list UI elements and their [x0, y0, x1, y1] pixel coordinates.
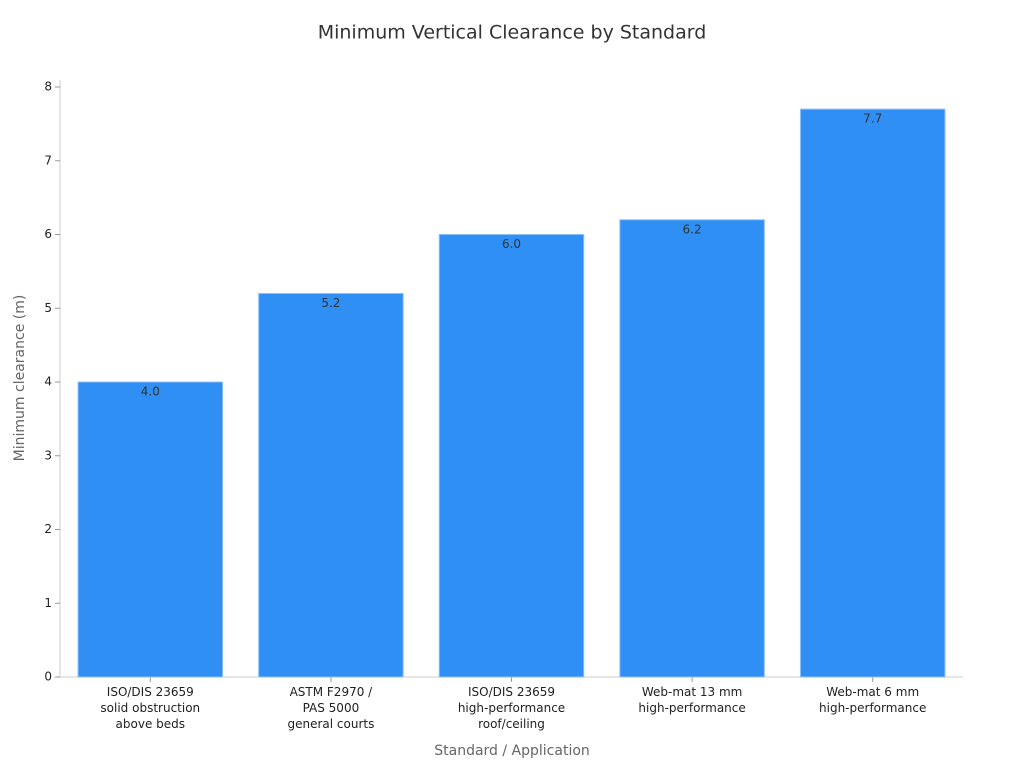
y-tick-label: 7 — [44, 153, 52, 167]
y-tick-label: 4 — [44, 375, 52, 389]
x-tick-label: ASTM F2970 /PAS 5000 general courts — [287, 685, 374, 731]
bar — [799, 108, 946, 678]
bar — [258, 293, 404, 678]
y-tick-label: 5 — [44, 301, 52, 315]
bar — [438, 234, 585, 678]
value-label: 6.2 — [683, 222, 702, 236]
chart-title: Minimum Vertical Clearance by Standard — [318, 22, 707, 44]
x-tick-label: Web-mat 13 mm high-performance — [638, 685, 745, 715]
x-tick-label: ISO/DIS 23659 high-performance roof/ceilin… — [458, 685, 565, 731]
bar — [77, 381, 224, 678]
value-label: 7.7 — [863, 112, 882, 126]
value-label: 6.0 — [502, 237, 521, 251]
y-tick-label: 2 — [44, 522, 52, 536]
y-tick-label: 1 — [44, 596, 52, 610]
value-label: 5.2 — [321, 296, 340, 310]
x-tick-label: ISO/DIS 23659 solid obstruction above beds — [100, 685, 200, 731]
y-tick-label: 3 — [44, 448, 52, 462]
y-axis-title: Minimum clearance (m) — [12, 295, 28, 462]
y-tick-label: 6 — [44, 227, 52, 241]
y-tick-label: 8 — [44, 80, 52, 94]
bar — [619, 219, 765, 678]
x-tick-label: Web-mat 6 mm high-performance — [819, 685, 926, 715]
value-label: 4.0 — [141, 385, 160, 399]
x-axis-title: Standard / Application — [434, 743, 590, 759]
y-tick-label: 0 — [44, 670, 52, 684]
